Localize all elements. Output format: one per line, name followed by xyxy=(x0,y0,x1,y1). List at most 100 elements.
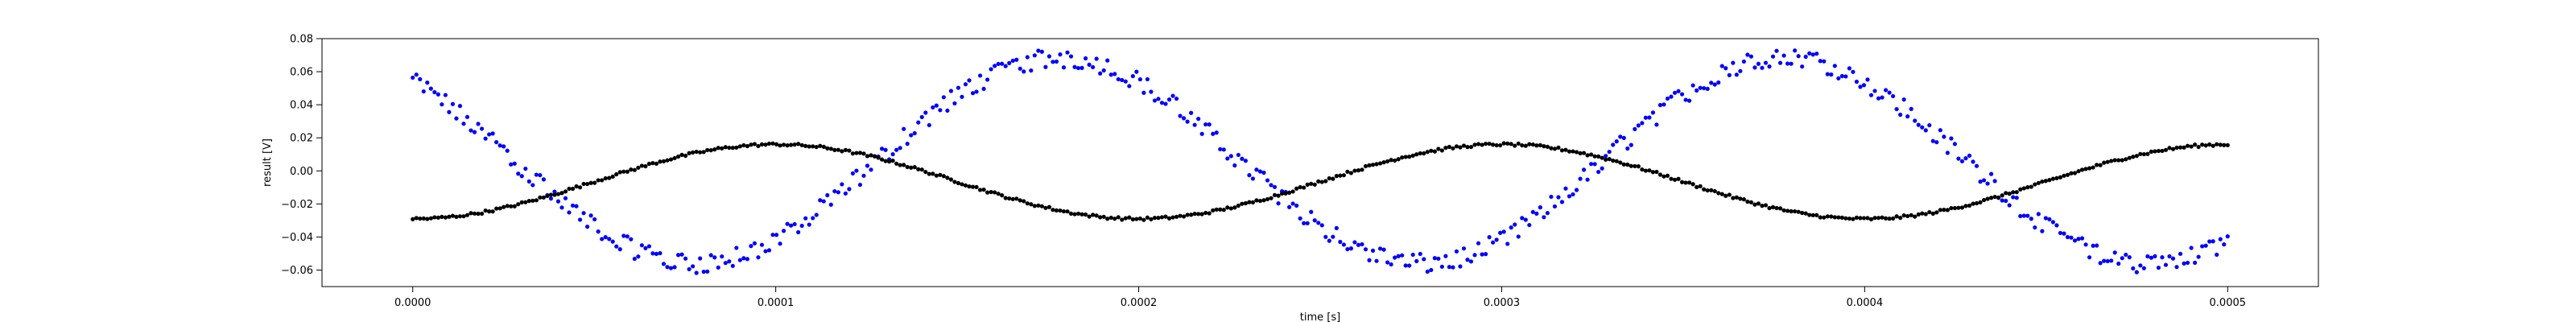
data-point xyxy=(600,178,605,183)
data-point xyxy=(472,211,477,216)
data-point xyxy=(617,170,622,175)
data-point xyxy=(1319,180,1324,184)
data-point xyxy=(592,180,597,185)
y-axis-label: result [V] xyxy=(262,138,274,187)
data-point xyxy=(2178,145,2183,150)
data-point xyxy=(905,164,910,170)
data-point xyxy=(2163,262,2169,267)
data-point xyxy=(2225,234,2230,239)
data-point xyxy=(1250,200,1256,204)
data-point xyxy=(1294,186,1299,191)
data-point xyxy=(1959,159,1965,163)
data-point xyxy=(2196,144,2201,150)
data-point xyxy=(850,151,856,156)
data-point xyxy=(1199,131,1204,136)
data-point xyxy=(2196,254,2201,259)
data-point xyxy=(534,198,539,203)
data-point xyxy=(1130,217,1135,222)
data-point xyxy=(487,132,492,137)
data-point xyxy=(2134,270,2139,275)
data-point xyxy=(2058,230,2063,236)
data-point xyxy=(1039,49,1044,54)
data-point xyxy=(1178,213,1183,218)
data-point xyxy=(1814,52,1819,56)
data-point xyxy=(1920,125,1925,130)
data-point xyxy=(1738,196,1743,201)
data-point xyxy=(414,216,419,221)
data-point xyxy=(825,192,830,198)
data-point xyxy=(1061,208,1067,214)
data-point xyxy=(1429,267,1434,273)
data-point xyxy=(585,225,590,229)
data-point xyxy=(1257,198,1263,204)
data-point xyxy=(1014,57,1019,62)
data-point xyxy=(905,142,910,147)
data-point xyxy=(2145,254,2150,259)
data-point xyxy=(2189,246,2194,250)
data-point xyxy=(1418,151,1422,156)
data-point xyxy=(1163,214,1168,219)
data-point xyxy=(1283,191,1288,196)
data-point xyxy=(865,163,870,168)
data-point xyxy=(737,144,742,149)
data-point xyxy=(1166,97,1172,102)
data-point xyxy=(1891,216,1896,221)
data-point xyxy=(2215,142,2219,147)
data-point xyxy=(607,237,612,242)
data-point xyxy=(1724,193,1728,198)
data-point xyxy=(526,199,531,204)
data-point xyxy=(1702,187,1707,192)
data-point xyxy=(2215,252,2219,257)
data-point xyxy=(2083,167,2088,171)
data-point xyxy=(1981,178,1987,183)
data-point xyxy=(418,76,423,81)
data-point xyxy=(2153,254,2157,258)
data-point xyxy=(1101,214,1106,219)
data-point xyxy=(1963,156,1968,161)
data-point xyxy=(1956,205,1961,210)
data-point xyxy=(1287,190,1292,195)
data-point xyxy=(1574,188,1579,192)
data-point xyxy=(1276,193,1281,198)
data-point xyxy=(1527,142,1532,147)
data-point xyxy=(2141,151,2146,157)
data-point xyxy=(1113,217,1117,221)
data-point xyxy=(1777,206,1783,211)
data-point xyxy=(1178,114,1183,118)
data-point xyxy=(577,217,583,222)
x-tick-label: 0.0001 xyxy=(758,297,795,309)
data-point xyxy=(1451,146,1455,151)
data-point xyxy=(479,126,485,131)
data-point xyxy=(840,182,844,187)
data-point xyxy=(1665,96,1670,101)
data-point xyxy=(1010,58,1015,64)
data-point xyxy=(2163,147,2169,152)
data-point xyxy=(530,183,535,188)
data-point xyxy=(741,142,746,148)
data-point xyxy=(1010,196,1015,201)
data-point xyxy=(1250,176,1256,181)
data-point xyxy=(1851,69,1856,74)
data-point xyxy=(675,253,681,258)
data-point xyxy=(1087,62,1092,67)
data-point xyxy=(1901,97,1906,102)
y-tick-label: −0.04 xyxy=(281,232,313,244)
data-point xyxy=(1545,211,1550,216)
data-point xyxy=(497,143,502,148)
data-point xyxy=(2098,261,2103,266)
data-point xyxy=(1992,179,1997,184)
data-point xyxy=(1214,130,1219,135)
data-point xyxy=(654,251,659,256)
data-point xyxy=(1491,240,1496,245)
data-point xyxy=(1640,167,1645,172)
data-point xyxy=(1051,208,1055,213)
data-point xyxy=(749,142,753,147)
data-point xyxy=(789,223,794,228)
data-point xyxy=(1851,217,1856,221)
data-point xyxy=(1225,156,1230,161)
data-point xyxy=(785,143,790,148)
data-point xyxy=(490,209,495,214)
data-point xyxy=(894,147,899,152)
data-point xyxy=(2182,145,2186,150)
data-point xyxy=(1534,211,1539,216)
